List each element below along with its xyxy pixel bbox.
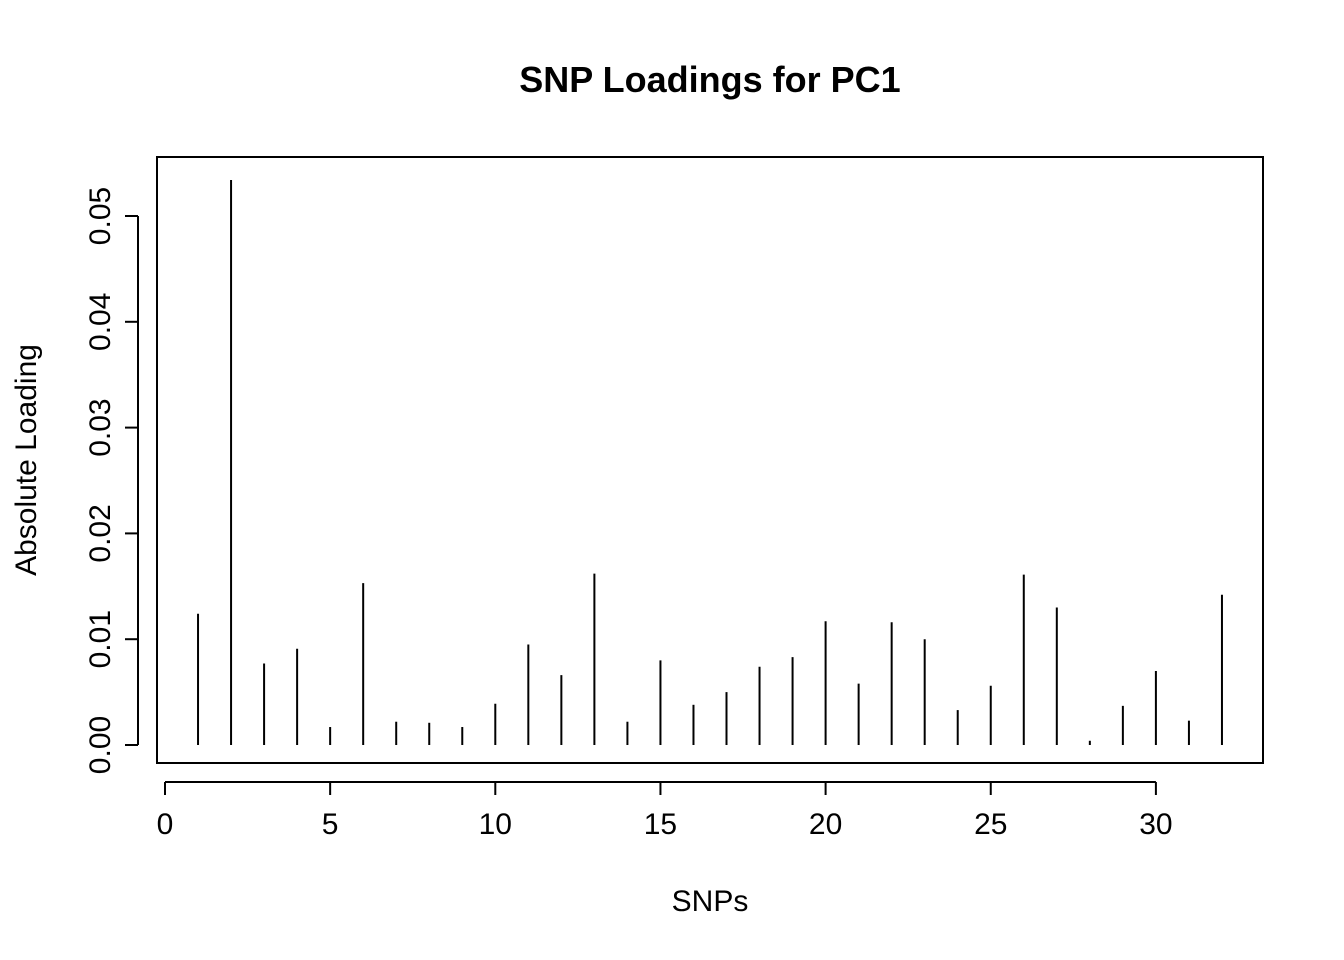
bars [197,180,1223,745]
x-tick-label: 0 [157,808,174,841]
x-tick-label: 30 [1139,808,1172,841]
y-axis: 0.00 0.01 0.02 0.03 0.04 0.05 [84,187,139,774]
x-tick-label: 10 [479,808,512,841]
y-tick-label: 0.03 [84,398,117,456]
x-tick-label: 20 [809,808,842,841]
chart-title: SNP Loadings for PC1 [519,59,900,100]
x-tick-label: 5 [322,808,339,841]
x-axis-label: SNPs [672,885,749,918]
y-tick-label: 0.00 [84,716,117,774]
y-tick-label: 0.05 [84,187,117,245]
x-axis: 0 5 10 15 20 25 30 [157,781,1173,841]
plot-frame [156,156,1264,764]
x-tick-label: 25 [974,808,1007,841]
y-tick-label: 0.02 [84,504,117,562]
y-tick-label: 0.04 [84,293,117,351]
x-tick-label: 15 [644,808,677,841]
y-tick-label: 0.01 [84,610,117,668]
y-axis-label: Absolute Loading [10,344,43,576]
